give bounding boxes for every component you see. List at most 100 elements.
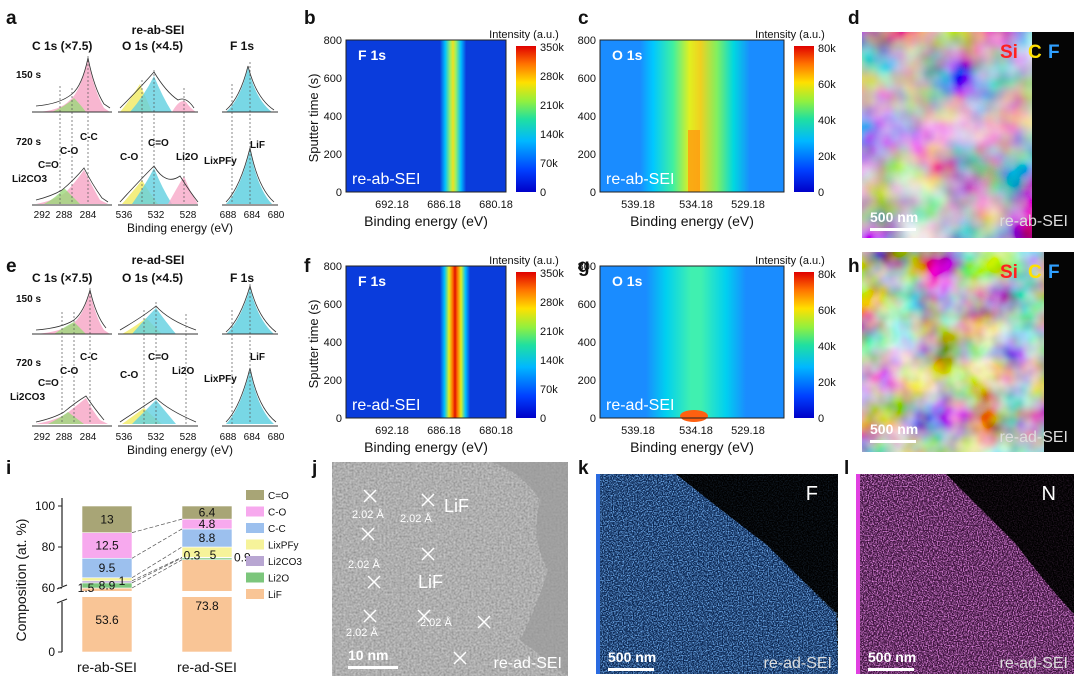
panel-label-k: k [578, 458, 589, 479]
tick: 20k [818, 151, 836, 163]
legend-swatch [246, 523, 264, 533]
tick: 536 [116, 432, 133, 443]
xps-xlabel: Binding energy (eV) [127, 221, 233, 235]
colorbar-label: Intensity (a.u.) [489, 29, 559, 41]
peak-label-lixpfy: LixPFy [204, 156, 237, 167]
eds-composite-image [862, 252, 1044, 452]
tick: 534.18 [679, 425, 713, 437]
map-sample-label: re-ab-SEI [606, 171, 674, 188]
background-mask [676, 474, 838, 614]
map-yticks: 0 200 400 600 800 [324, 35, 342, 199]
o1s-title: O 1s (×4.5) [122, 271, 183, 285]
o1s-peak-b [130, 76, 172, 112]
map-yticks: 0 200 400 600 800 [578, 35, 596, 199]
time-720: 720 s [16, 358, 41, 369]
d-spacing-label: 2.02 Å [400, 512, 432, 525]
colorbar [516, 46, 536, 192]
bar-segment-lif [181, 559, 233, 653]
background-mask [946, 474, 1074, 614]
peak-label-ceo-o: C=O [148, 352, 169, 363]
axis-break-mark [56, 598, 68, 604]
c1s-peak-co-720 [48, 412, 84, 424]
map-xticks: 539.18 534.18 529.18 [621, 199, 765, 211]
tick: 200 [578, 149, 596, 161]
composition-chart: i 0 60 80 100 Composition (at. %) re-ab-SEI re… [6, 458, 302, 675]
scale-bar [870, 228, 916, 231]
tick: 529.18 [731, 199, 765, 211]
f1s-peak-lif [226, 288, 274, 334]
tick: 528 [180, 432, 197, 443]
tick: 400 [324, 111, 342, 123]
tick: 684 [244, 432, 261, 443]
data-label: 4.8 [199, 517, 216, 531]
map-xlabel: Binding energy (eV) [630, 439, 754, 455]
tick: 40k [818, 341, 836, 353]
legend-swatch [246, 490, 264, 500]
peak-guides [59, 56, 251, 204]
tick: 200 [578, 375, 596, 387]
xps-sample-title: re-ad-SEI [132, 253, 185, 267]
map-ylabel: Sputter time (s) [306, 300, 321, 389]
sample-label: re-ad-SEI [764, 655, 832, 672]
tick: 60k [818, 79, 836, 91]
scale-bar [608, 668, 654, 671]
d-spacing-label: 2.02 Å [352, 508, 384, 521]
tick: 80k [818, 269, 836, 281]
tick: 686.18 [427, 425, 461, 437]
map-ylabel: Sputter time (s) [306, 74, 321, 163]
scale-bar-label: 500 nm [870, 209, 918, 225]
legend-si: Si [1000, 262, 1018, 283]
tick: 529.18 [731, 425, 765, 437]
peak-label-ceo: C=O [38, 378, 59, 389]
tick: 528 [180, 210, 197, 221]
tick: 210k [540, 326, 564, 338]
tick: 532 [148, 432, 165, 443]
tick: 539.18 [621, 199, 655, 211]
data-label: 53.6 [95, 613, 119, 627]
f1s-title: F 1s [230, 39, 254, 53]
c1s-peak-co [54, 322, 86, 334]
legend-swatch [246, 506, 264, 517]
peak-label-ceo: C=O [38, 160, 59, 171]
legend-label: LixPFy [268, 541, 299, 552]
d-spacing-label: 2.02 Å [348, 558, 380, 571]
data-label: 13 [100, 512, 114, 526]
panel-label-l: l [844, 458, 849, 479]
f1s-band [440, 266, 470, 418]
bar-segment-c-o [81, 532, 133, 559]
map-xlabel: Binding energy (eV) [630, 213, 754, 229]
map-sample-label: re-ad-SEI [352, 397, 420, 414]
panel-label-a: a [6, 8, 17, 29]
tick: 200 [324, 375, 342, 387]
panel-label-j: j [311, 458, 317, 479]
panel-label-h: h [848, 256, 860, 277]
chart-plot-area: 0 60 80 100 Composition (at. %) re-ab-SEI re-a… [13, 490, 302, 675]
scale-bar [870, 440, 916, 443]
peak-label-ceo-o: C=O [148, 138, 169, 149]
legend-label: Li2O [268, 574, 289, 585]
legend-label: LiF [268, 590, 282, 601]
lif-label: LiF [418, 572, 443, 592]
map-background [346, 40, 506, 192]
depth-map-b: b F 1s re-ab-SEI 0 200 400 600 800 Sputt… [304, 8, 564, 229]
legend-swatch [246, 589, 264, 599]
data-label: 6.4 [199, 506, 216, 520]
tick: 0 [590, 413, 596, 425]
tick: 688 [220, 432, 237, 443]
scale-bar-label: 10 nm [348, 647, 388, 663]
y-tick-label: 0 [48, 645, 55, 659]
f1s-band [440, 40, 466, 192]
bar-segment-c-o [81, 505, 133, 533]
xps-axes [32, 333, 278, 427]
tick: 400 [578, 111, 596, 123]
map-xticks: 539.18 534.18 529.18 [621, 425, 765, 437]
scale-bar-label: 500 nm [608, 649, 656, 665]
map-xlabel: Binding energy (eV) [364, 439, 488, 455]
o1s-peak-b-720 [132, 400, 176, 424]
tick: 200 [324, 149, 342, 161]
map-element-label: O 1s [612, 273, 643, 289]
tick: 680 [268, 210, 285, 221]
legend-f: F [1048, 42, 1060, 63]
tick: 600 [324, 299, 342, 311]
tick: 400 [578, 337, 596, 349]
